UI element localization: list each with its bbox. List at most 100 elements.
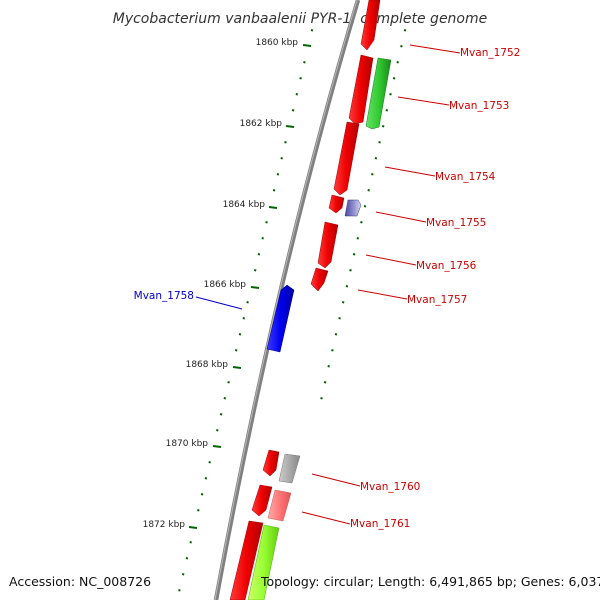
tick-mark	[246, 301, 249, 304]
tick-mark	[178, 589, 181, 592]
accession-text: Accession: NC_008726	[9, 574, 152, 589]
genome-backbone	[213, 0, 361, 600]
gene-1754[interactable]	[333, 121, 360, 196]
kbp-tick	[268, 206, 278, 209]
gene-1753[interactable]	[365, 57, 392, 130]
kbp-marker-1872: 1872 kbp	[143, 520, 198, 530]
kbp-label: 1868 kbp	[186, 360, 229, 370]
leader-mvan-1757	[357, 289, 408, 300]
kbp-marker-1866: 1866 kbp	[204, 280, 260, 290]
gene-1752[interactable]	[348, 54, 374, 125]
tick-mark	[299, 77, 302, 80]
gene-label-mvan-1760[interactable]: Mvan_1760	[360, 481, 420, 493]
kbp-marker-1862: 1862 kbp	[240, 119, 295, 129]
tick-mark	[389, 93, 392, 96]
gene-label-mvan-1761[interactable]: Mvan_1761	[350, 518, 410, 530]
gene-1759[interactable]	[262, 449, 280, 477]
gene-label-mvan-1756[interactable]: Mvan_1756	[416, 260, 477, 272]
leader-mvan-1752	[409, 44, 461, 54]
genome-title: Mycobacterium vanbaalenii PYR-1, complet…	[113, 11, 488, 27]
kbp-tick	[250, 286, 260, 289]
tick-mark	[360, 221, 363, 224]
kbp-label: 1870 kbp	[166, 439, 209, 449]
kbp-label: 1860 kbp	[256, 38, 299, 48]
leader-mvan-1754	[384, 166, 436, 177]
tick-mark	[320, 397, 323, 400]
kbp-tick	[302, 44, 312, 47]
outer-tick-track	[320, 29, 407, 400]
gene-1757[interactable]	[310, 267, 329, 292]
gene-label-mvan-1752[interactable]: Mvan_1752	[460, 47, 520, 59]
tick-mark	[276, 173, 280, 176]
tick-mark	[272, 189, 276, 192]
tick-mark	[341, 301, 345, 304]
tick-mark	[403, 29, 407, 32]
gene-1754b[interactable]	[328, 194, 345, 214]
tick-mark	[334, 333, 338, 336]
gene-1763[interactable]	[247, 524, 280, 600]
tick-mark	[185, 557, 189, 560]
tick-mark	[208, 461, 211, 464]
gene-1760[interactable]	[278, 453, 301, 484]
gene-label-mvan-1755[interactable]: Mvan_1755	[426, 217, 486, 229]
tick-mark	[204, 477, 208, 480]
kbp-tick	[188, 526, 198, 529]
gene-1751[interactable]	[360, 0, 381, 51]
tick-mark	[227, 381, 230, 384]
tick-mark	[381, 125, 385, 128]
genome-backbone-highlight	[214, 0, 358, 600]
tick-mark	[385, 109, 389, 112]
tick-mark	[310, 29, 314, 32]
gene-1761[interactable]	[267, 489, 292, 522]
topology-text: Topology: circular; Length: 6,491,865 bp…	[261, 574, 600, 589]
tick-mark	[327, 365, 330, 368]
tick-mark	[253, 269, 257, 272]
tick-mark	[257, 253, 261, 256]
tick-mark	[338, 317, 341, 320]
kbp-tick	[212, 445, 222, 448]
gene-1758[interactable]	[266, 284, 295, 353]
tick-mark	[349, 269, 352, 272]
gene-label-mvan-1753[interactable]: Mvan_1753	[449, 100, 509, 112]
tick-mark	[219, 413, 223, 416]
tick-mark	[284, 141, 287, 144]
leader-mvan-1760	[311, 473, 361, 487]
gene-1760b[interactable]	[251, 484, 273, 517]
tick-mark	[378, 141, 381, 144]
kbp-marker-1868: 1868 kbp	[186, 360, 242, 370]
tick-mark	[234, 349, 238, 352]
tick-mark	[242, 317, 246, 320]
gene-label-mvan-1754[interactable]: Mvan_1754	[435, 171, 496, 183]
leader-mvan-1761	[301, 511, 351, 525]
leader-mvan-1755	[375, 211, 427, 223]
tick-mark	[216, 429, 219, 432]
gene-label-mvan-1758[interactable]: Mvan_1758	[134, 290, 194, 302]
kbp-label: 1866 kbp	[204, 280, 247, 290]
tick-mark	[345, 285, 349, 288]
tick-mark	[181, 573, 185, 576]
tick-mark	[374, 157, 378, 160]
gene-1762[interactable]	[229, 520, 264, 600]
tick-mark	[189, 541, 192, 544]
tick-mark	[223, 397, 227, 400]
tick-mark	[363, 205, 367, 208]
tick-mark	[291, 109, 295, 112]
gene-1755[interactable]	[344, 199, 362, 217]
tick-mark	[371, 173, 374, 176]
kbp-label: 1862 kbp	[240, 119, 283, 129]
leader-mvan-1758	[195, 296, 243, 310]
tick-mark	[367, 189, 370, 192]
tick-mark	[392, 77, 396, 80]
tick-mark	[295, 93, 299, 96]
kbp-label: 1864 kbp	[223, 200, 266, 210]
tick-mark	[265, 221, 268, 224]
tick-mark	[331, 349, 334, 352]
tick-mark	[200, 493, 204, 496]
kbp-marker-1860: 1860 kbp	[256, 38, 312, 48]
gene-1756[interactable]	[317, 221, 339, 269]
tick-mark	[396, 61, 399, 64]
tick-mark	[261, 237, 264, 240]
gene-label-mvan-1757[interactable]: Mvan_1757	[407, 294, 467, 306]
tick-mark	[400, 45, 403, 48]
